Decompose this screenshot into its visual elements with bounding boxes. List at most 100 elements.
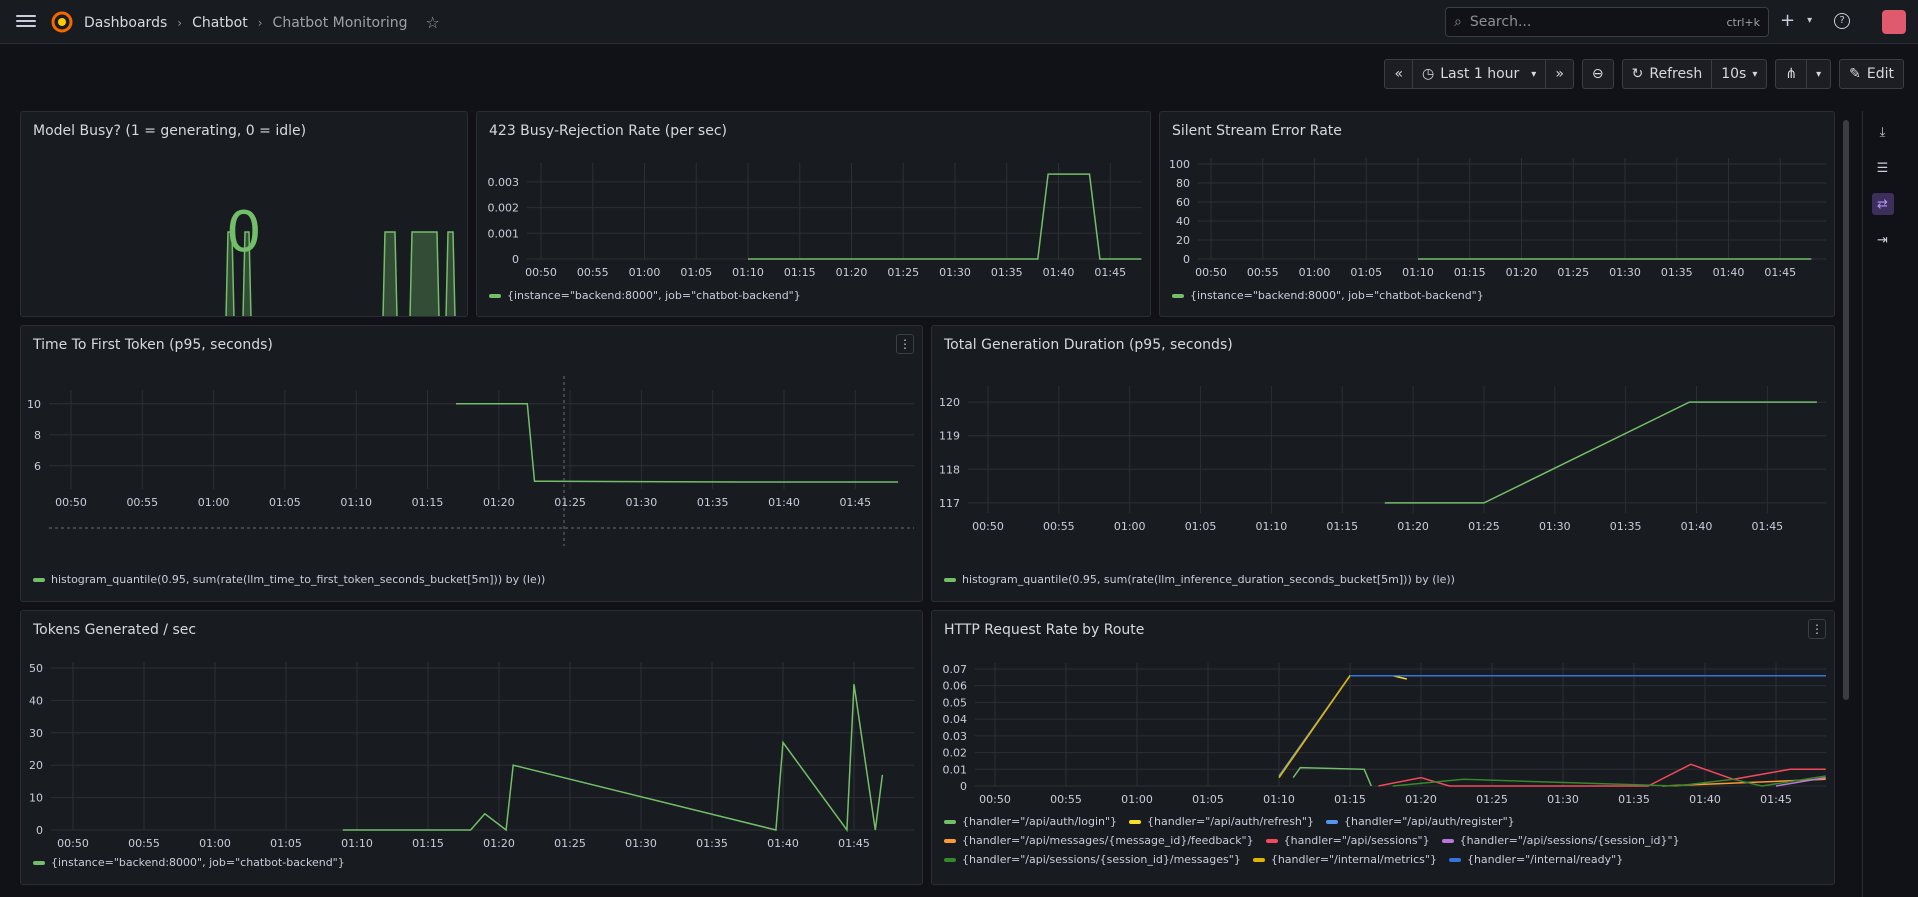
busy-rejection-chart: 0 0.001 0.002 0.003 00:50 00:55 01:00 01:05 01:1… [488,163,1142,279]
refresh-label: Refresh [1649,66,1703,82]
y-tick-label: 120 [939,396,960,409]
series-line [748,173,1142,260]
y-tick-label: 20 [1176,234,1190,247]
y-tick-label: 0.04 [943,713,968,726]
y-tick-label: 117 [939,497,960,510]
legend-item[interactable]: {handler="/internal/ready"} [1448,853,1623,866]
x-tick-label: 01:05 [269,496,301,509]
breadcrumb: Dashboards › Chatbot › Chatbot Monitorin… [84,13,440,32]
panel-tokens[interactable]: Tokens Generated / sec 0 10 20 30 40 50 00:50 0… [20,610,923,885]
x-tick-label: 01:40 [1689,793,1721,806]
more-vertical-icon: ⋮ [1811,622,1823,636]
x-tick-label: 01:10 [1402,266,1434,279]
panel-menu-button[interactable]: ⋮ [1808,619,1826,639]
legend-item[interactable]: {handler="/internal/metrics"} [1252,853,1437,866]
panel-total-duration[interactable]: Total Generation Duration (p95, seconds)… [931,325,1835,602]
legend-item[interactable]: {handler="/api/auth/register"} [1325,815,1515,828]
busy-pulse [445,231,456,316]
pencil-icon: ✎ [1849,66,1861,82]
x-tick-label: 01:15 [412,496,444,509]
y-tick-label: 0 [1183,253,1190,266]
time-shift-forward-button[interactable]: » [1545,59,1574,89]
legend-label: {instance="backend:8000", job="chatbot-b… [507,289,801,302]
legend-item[interactable]: {instance="backend:8000", job="chatbot-b… [1172,289,1484,302]
time-shift-back-button[interactable]: « [1384,59,1414,89]
legend-item[interactable]: histogram_quantile(0.95, sum(rate(llm_in… [944,573,1455,586]
panel-model-busy[interactable]: Model Busy? (1 = generating, 0 = idle) 0 [20,111,468,317]
refresh-button[interactable]: ↻ Refresh [1621,59,1713,89]
refresh-interval-picker[interactable]: 10s ▾ [1711,59,1768,89]
avatar[interactable] [1882,10,1906,34]
x-tick-label: 01:40 [1713,266,1745,279]
chevron-down-icon: ▾ [1816,68,1822,80]
clock-icon: ◷ [1422,66,1435,82]
legend-item[interactable]: {handler="/api/sessions"} [1265,834,1430,847]
panel-silent-stream[interactable]: Silent Stream Error Rate 0 20 40 60 80 100 00:… [1159,111,1835,317]
panel-busy-rejection[interactable]: 423 Busy-Rejection Rate (per sec) 0 0.001… [476,111,1151,317]
import-icon[interactable]: ⤓ [1879,124,1886,140]
plus-icon[interactable]: + [1780,10,1796,31]
help-icon[interactable]: ? [1834,12,1851,29]
series-line [1384,401,1817,504]
breadcrumb-dashboards[interactable]: Dashboards [84,14,168,31]
panel-ttft[interactable]: Time To First Token (p95, seconds) ⋮ 6 8 1… [20,325,923,602]
outline-icon[interactable]: ☰ [1876,160,1889,176]
time-picker-button[interactable]: ◷ Last 1 hour ▾ [1412,59,1547,89]
chevron-down-icon[interactable]: ▾ [1807,15,1813,26]
x-tick-label: 00:55 [128,837,160,850]
menu-icon[interactable] [16,12,36,32]
y-tick-label: 50 [29,662,43,675]
legend-item[interactable]: {instance="backend:8000", job="chatbot-b… [489,289,801,302]
legend-swatch [944,857,956,862]
x-tick-label: 01:00 [1114,520,1146,533]
panel-menu-button[interactable]: ⋮ [896,334,914,354]
panel-http-rate[interactable]: HTTP Request Rate by Route ⋮ 0 0.01 0.02 0.… [931,610,1835,885]
x-tick-label: 01:15 [1454,266,1486,279]
x-tick-label: 01:25 [1557,266,1589,279]
legend-item[interactable]: histogram_quantile(0.95, sum(rate(llm_ti… [33,573,545,586]
series-line [342,684,884,833]
legend-item[interactable]: {handler="/api/messages/{message_id}/fee… [944,834,1254,847]
legend-label: {handler="/api/sessions"} [1283,834,1430,847]
legend-item[interactable]: {instance="backend:8000", job="chatbot-b… [33,856,345,869]
x-tick-label: 01:05 [1192,793,1224,806]
legend-item[interactable]: {handler="/api/auth/refresh"} [1129,815,1314,828]
panel-title: Silent Stream Error Rate [1172,123,1342,139]
panel-title: Model Busy? (1 = generating, 0 = idle) [33,123,307,139]
swap-icon[interactable]: ⇄ [1871,193,1894,215]
http-rate-chart: 0 0.01 0.02 0.03 0.04 0.05 0.06 0.07 00:50 00:55 0… [943,663,1826,806]
legend-label: histogram_quantile(0.95, sum(rate(llm_in… [962,573,1455,586]
x-tick-label: 01:10 [1256,520,1288,533]
share-button[interactable]: ⋔ [1775,59,1808,89]
grafana-logo-icon[interactable] [50,10,74,34]
zoom-out-button[interactable]: ⊖ [1581,59,1614,89]
x-tick-label: 01:25 [554,837,586,850]
chevron-down-icon: ▾ [1531,68,1537,80]
search-input[interactable]: ⌕ Search... ctrl+k [1445,7,1769,37]
legend-item[interactable]: {handler="/api/sessions/{session_id}"} [1441,834,1680,847]
y-tick-label: 118 [939,463,960,476]
legend: {instance="backend:8000", job="chatbot-b… [33,856,345,869]
legend-item[interactable]: {handler="/api/sessions/{session_id}/mes… [944,853,1241,866]
legend-label: {instance="backend:8000", job="chatbot-b… [1190,289,1484,302]
share-dropdown-button[interactable]: ▾ [1806,59,1832,89]
x-tick-label: 01:00 [1299,266,1331,279]
legend-swatch [1441,838,1454,843]
y-tick-label: 6 [34,460,41,473]
y-tick-label: 0.02 [943,747,968,760]
breadcrumb-chatbot[interactable]: Chatbot [192,14,248,31]
star-icon[interactable]: ☆ [425,13,440,32]
chevron-down-icon: ▾ [1752,68,1758,80]
legend: histogram_quantile(0.95, sum(rate(llm_ti… [33,573,545,586]
legend-swatch [33,860,45,865]
scrollbar[interactable] [1843,120,1849,700]
legend-item[interactable]: {handler="/api/auth/login"} [944,815,1117,828]
x-tick-label: 01:10 [341,837,373,850]
edit-button[interactable]: ✎ Edit [1839,59,1904,89]
tokens-chart: 0 10 20 30 40 50 00:50 00:55 01:00 01:05 01:10 01:1… [29,662,914,850]
x-tick-label: 01:35 [1610,520,1642,533]
legend-label: {handler="/api/auth/refresh"} [1147,815,1314,828]
x-tick-label: 01:35 [1661,266,1693,279]
silent-stream-chart: 0 20 40 60 80 100 00:50 00:55 01:00 01:05 01:10 01:… [1169,158,1826,279]
collapse-icon[interactable]: ⇥ [1877,232,1888,248]
